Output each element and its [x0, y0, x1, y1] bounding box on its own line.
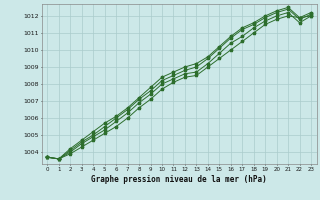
X-axis label: Graphe pression niveau de la mer (hPa): Graphe pression niveau de la mer (hPa) — [91, 175, 267, 184]
